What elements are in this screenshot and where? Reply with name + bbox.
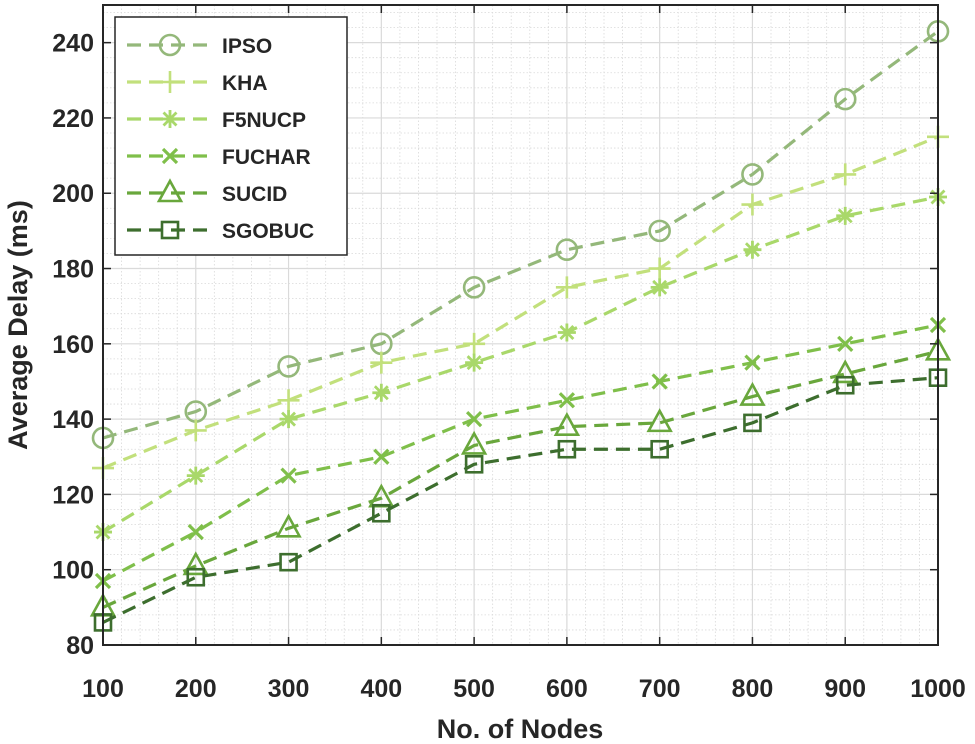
data-point-ipso-800 [741, 163, 764, 186]
data-point-sgobuc-800 [743, 413, 762, 433]
series-line-sgobuc [102, 376, 939, 624]
legend-label-sucid: SUCID [222, 183, 287, 206]
data-point-fuchar-600 [558, 392, 576, 409]
legend-marker-f5nucp [161, 110, 179, 128]
legend-marker-kha [159, 71, 181, 93]
minor-grid [103, 5, 938, 645]
data-point-f5nucp-400 [372, 383, 391, 402]
x-axis-label: No. of Nodes [437, 714, 604, 744]
x-tick-label-700: 700 [639, 675, 681, 703]
legend: IPSO KHA F5NUCP FUCHAR SUCID SGOBUC [114, 16, 348, 256]
data-point-sucid-800 [739, 381, 766, 406]
x-tick-label-300: 300 [268, 675, 310, 703]
tick-labels: 100 200 300 400 500 600 700 800 900 1000 80 100 120 1… [52, 30, 966, 703]
data-point-fuchar-200 [187, 523, 204, 541]
legend-marker-sucid [156, 178, 184, 203]
x-tick-label-100: 100 [82, 675, 124, 703]
y-tick-label-160: 160 [52, 331, 94, 359]
y-tick-label-180: 180 [52, 256, 94, 284]
x-tick-label-900: 900 [824, 675, 866, 703]
x-tick-label-1000: 1000 [910, 675, 966, 703]
y-tick-label-200: 200 [52, 180, 94, 208]
legend-label-f5nucp: F5NUCP [222, 109, 306, 132]
data-point-sgobuc-900 [835, 375, 855, 395]
series-line-f5nucp [102, 195, 939, 534]
plot-frame [102, 4, 939, 646]
y-tick-label-100: 100 [52, 557, 94, 585]
series-line-fuchar [102, 323, 939, 583]
axis-ticks [102, 5, 939, 646]
data-point-ipso-600 [555, 238, 579, 262]
data-point-kha-900 [834, 163, 857, 186]
x-tick-label-800: 800 [732, 675, 774, 703]
legend-label-fuchar: FUCHAR [222, 146, 311, 169]
data-point-fuchar-500 [465, 410, 483, 428]
data-point-sgobuc-500 [464, 454, 484, 474]
legend-label-kha: KHA [222, 72, 268, 95]
data-point-sgobuc-200 [186, 567, 206, 587]
data-point-kha-600 [555, 276, 578, 299]
data-point-kha-500 [463, 332, 486, 355]
series-line-kha [102, 135, 939, 470]
data-point-sgobuc-400 [372, 503, 391, 523]
x-tick-label-400: 400 [360, 675, 402, 703]
legend-marker-ipso [158, 33, 182, 57]
data-point-sgobuc-600 [557, 439, 577, 459]
data-point-sucid-900 [832, 359, 859, 384]
data-point-f5nucp-700 [650, 278, 669, 297]
data-point-f5nucp-800 [743, 240, 762, 259]
data-point-ipso-900 [833, 87, 857, 111]
series-line-ipso [102, 30, 939, 440]
series-layer [89, 20, 952, 632]
data-point-sucid-200 [182, 551, 209, 576]
data-point-sucid-600 [553, 411, 581, 436]
data-point-f5nucp-500 [465, 353, 484, 372]
data-point-kha-400 [370, 351, 393, 374]
data-point-fuchar-300 [280, 467, 297, 484]
data-point-f5nucp-600 [557, 323, 576, 342]
y-tick-label-120: 120 [52, 481, 94, 509]
data-point-fuchar-900 [837, 335, 854, 352]
x-tick-label-600: 600 [546, 675, 588, 703]
data-point-fuchar-800 [744, 354, 761, 371]
data-point-kha-800 [741, 193, 764, 216]
data-point-sucid-300 [275, 513, 302, 538]
data-point-kha-700 [648, 257, 671, 280]
data-point-sucid-500 [460, 430, 488, 455]
data-point-ipso-300 [277, 355, 300, 378]
data-point-f5nucp-300 [279, 410, 298, 429]
legend-marker-fuchar [161, 147, 179, 165]
y-tick-label-240: 240 [52, 30, 94, 58]
legend-box [114, 16, 348, 256]
data-point-ipso-500 [462, 276, 486, 299]
data-point-ipso-700 [648, 219, 671, 243]
data-point-f5nucp-200 [186, 466, 205, 485]
legend-label-sgobuc: SGOBUC [222, 220, 314, 243]
legend-marker-sgobuc [160, 220, 180, 240]
x-tick-label-500: 500 [453, 675, 495, 703]
y-tick-label-220: 220 [52, 105, 94, 133]
data-point-kha-200 [184, 419, 207, 442]
y-axis-label: Average Delay (ms) [3, 200, 33, 450]
data-point-f5nucp-900 [836, 206, 855, 225]
legend-label-ipso: IPSO [222, 35, 272, 58]
data-point-fuchar-700 [651, 373, 668, 390]
y-tick-label-80: 80 [66, 632, 94, 660]
data-point-sgobuc-700 [650, 439, 669, 459]
data-point-sgobuc-300 [279, 552, 298, 572]
data-point-kha-300 [277, 389, 300, 412]
y-tick-label-140: 140 [52, 406, 94, 434]
series-line-sucid [102, 349, 939, 609]
data-point-fuchar-400 [373, 448, 390, 465]
x-tick-label-200: 200 [175, 675, 217, 703]
data-point-sucid-700 [646, 408, 673, 433]
